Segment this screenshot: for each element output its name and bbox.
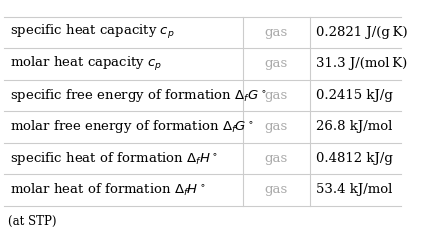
Text: 0.4812 kJ/g: 0.4812 kJ/g bbox=[315, 152, 393, 165]
Text: 31.3 J/(mol K): 31.3 J/(mol K) bbox=[315, 57, 407, 71]
Text: gas: gas bbox=[265, 26, 288, 39]
Text: 0.2821 J/(g K): 0.2821 J/(g K) bbox=[315, 26, 407, 39]
Text: gas: gas bbox=[265, 152, 288, 165]
Text: 0.2415 kJ/g: 0.2415 kJ/g bbox=[315, 89, 393, 102]
Text: specific heat capacity $c_p$: specific heat capacity $c_p$ bbox=[10, 23, 175, 41]
Text: gas: gas bbox=[265, 183, 288, 196]
Text: 53.4 kJ/mol: 53.4 kJ/mol bbox=[315, 183, 392, 196]
Text: specific free energy of formation $\Delta_f G^\circ$: specific free energy of formation $\Delt… bbox=[10, 87, 267, 104]
Text: specific heat of formation $\Delta_f H^\circ$: specific heat of formation $\Delta_f H^\… bbox=[10, 150, 218, 167]
Text: gas: gas bbox=[265, 120, 288, 133]
Text: gas: gas bbox=[265, 89, 288, 102]
Text: gas: gas bbox=[265, 57, 288, 71]
Text: molar free energy of formation $\Delta_f G^\circ$: molar free energy of formation $\Delta_f… bbox=[10, 118, 254, 135]
Text: molar heat of formation $\Delta_f H^\circ$: molar heat of formation $\Delta_f H^\cir… bbox=[10, 182, 206, 198]
Text: molar heat capacity $c_p$: molar heat capacity $c_p$ bbox=[10, 55, 162, 73]
Text: 26.8 kJ/mol: 26.8 kJ/mol bbox=[315, 120, 392, 133]
Text: (at STP): (at STP) bbox=[8, 215, 56, 228]
